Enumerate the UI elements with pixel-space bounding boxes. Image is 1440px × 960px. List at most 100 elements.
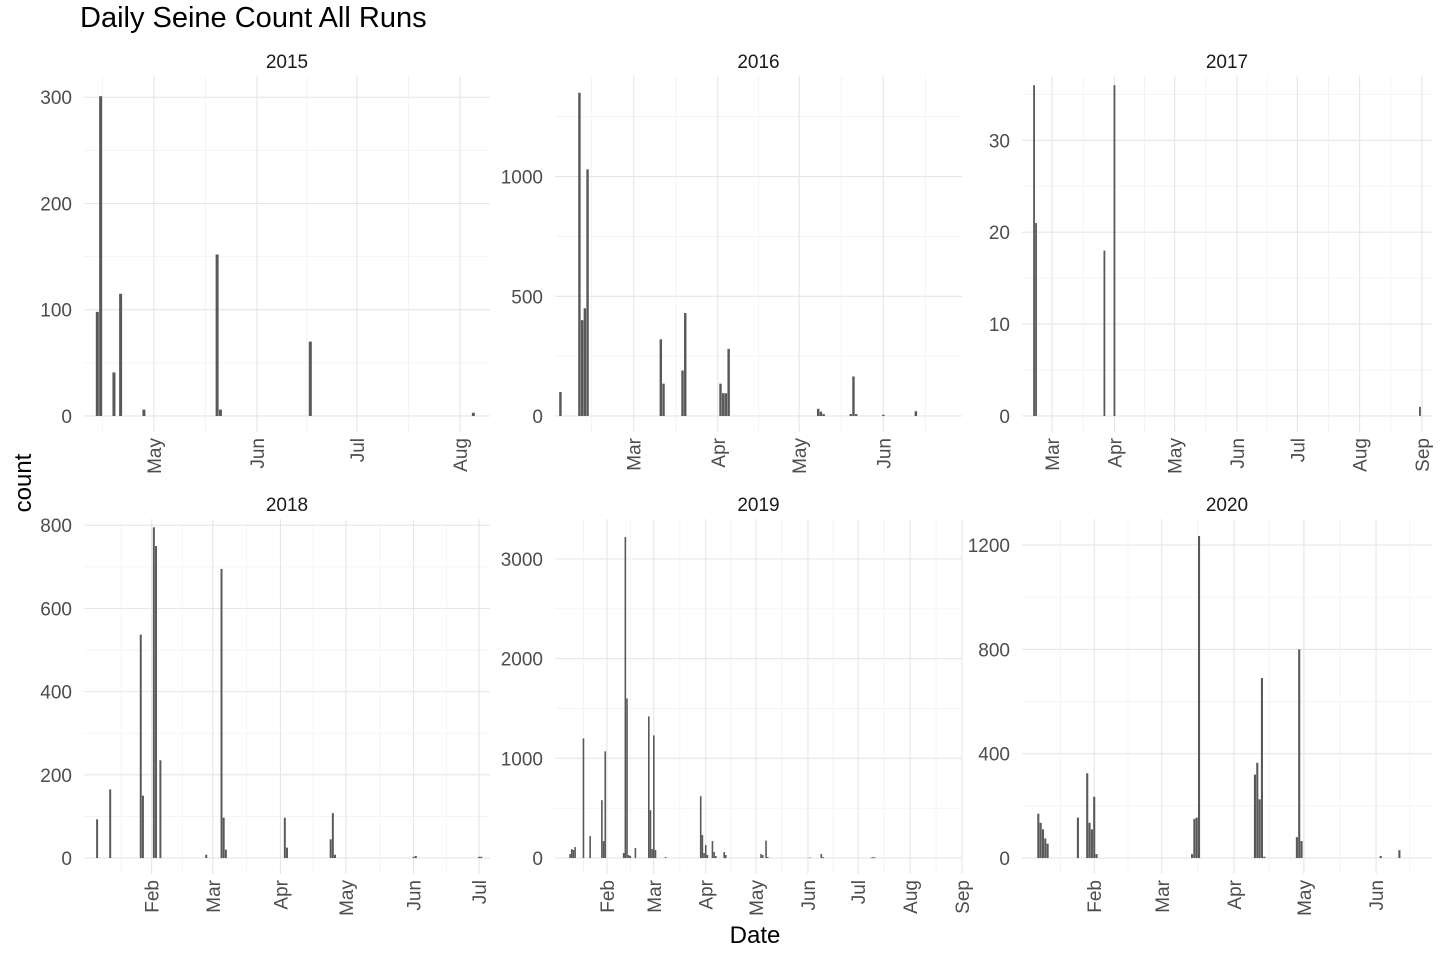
bar [119,293,123,416]
bar [99,96,103,416]
bar [664,857,667,859]
x-tick-label: Jul [849,880,870,904]
bar [622,853,625,859]
bar [723,852,725,859]
bar [1086,773,1089,859]
y-tick-label: 1200 [968,536,1010,557]
bar [684,313,687,416]
bar [1197,535,1201,859]
bar [1093,796,1096,859]
bar [580,320,584,416]
bar [220,568,223,859]
facet-title-2015: 2015 [266,52,308,73]
bar [141,795,144,859]
y-tick-label: 800 [978,640,1010,661]
y-tick-label: 2000 [501,650,543,671]
y-tick-label: 0 [61,407,72,428]
bar [852,376,855,416]
bar [766,857,769,859]
bar [1033,85,1035,416]
bar [634,848,637,859]
x-tick-label: May [145,438,166,474]
y-tick-label: 20 [989,223,1010,244]
x-tick-label: Feb [143,880,164,913]
bar [654,850,657,859]
bar [155,546,158,859]
bar [822,857,824,859]
bar [662,383,665,416]
bar [761,855,764,859]
bar [286,847,288,859]
x-tick-label: Jun [405,880,426,911]
bar [1419,406,1421,416]
bar [629,856,632,859]
bar [714,856,717,859]
y-tick-label: 200 [40,194,72,215]
bar [205,854,208,859]
bar [570,849,573,859]
bar [711,841,714,859]
y-tick-label: 0 [999,849,1010,870]
facet-title-2019: 2019 [737,495,779,516]
bar [1035,223,1037,416]
bar [1258,799,1261,859]
bar [1095,854,1098,859]
bar [701,835,704,859]
x-tick-label: May [337,880,358,916]
bar [706,855,709,859]
bar [1195,817,1198,859]
bar [109,789,112,859]
x-tick-label: Aug [901,880,922,914]
x-tick-label: Mar [1153,879,1174,912]
bar [1191,854,1194,859]
bar [713,852,715,859]
y-tick-label: 0 [532,849,543,870]
y-tick-label: 10 [989,315,1010,336]
x-tick-label: Apr [1225,879,1246,909]
bar [480,856,483,859]
x-tick-label: Jul [470,880,491,904]
bar [589,836,591,859]
facet-title-2016: 2016 [737,52,779,73]
bar [626,698,628,859]
bar [1256,762,1259,859]
bar [1037,813,1040,859]
bar [308,341,312,416]
bar [870,857,873,859]
bar [725,855,727,859]
bar [1103,250,1106,416]
bar [649,810,652,859]
x-tick-label: Aug [451,438,472,472]
y-tick-label: 200 [40,766,72,787]
bar [1090,829,1093,859]
x-tick-label: Apr [709,437,730,467]
bar [602,841,605,859]
bar [1253,774,1257,859]
bar [1041,829,1045,859]
y-tick-label: 1000 [501,168,543,189]
bar [569,854,571,859]
bar [1295,837,1298,859]
bar [681,370,684,416]
x-tick-label: Mar [1043,437,1064,470]
bar [719,383,722,416]
x-axis-label: Date [729,922,781,949]
x-tick-label: Jul [348,438,369,462]
bar [1263,856,1266,859]
bar [624,536,627,859]
bar [601,800,603,859]
x-tick-label: Mar [645,879,666,912]
x-tick-label: Jun [248,438,269,469]
bar [1193,818,1196,859]
bar [1260,678,1263,859]
y-tick-label: 800 [40,516,72,537]
facet-title-2018: 2018 [266,495,308,516]
bar [822,414,825,416]
x-tick-label: Mar [204,879,225,912]
x-tick-label: Jun [1367,880,1388,911]
bar [578,92,581,416]
bar [283,817,286,859]
y-tick-label: 400 [40,683,72,704]
bar [96,819,99,859]
